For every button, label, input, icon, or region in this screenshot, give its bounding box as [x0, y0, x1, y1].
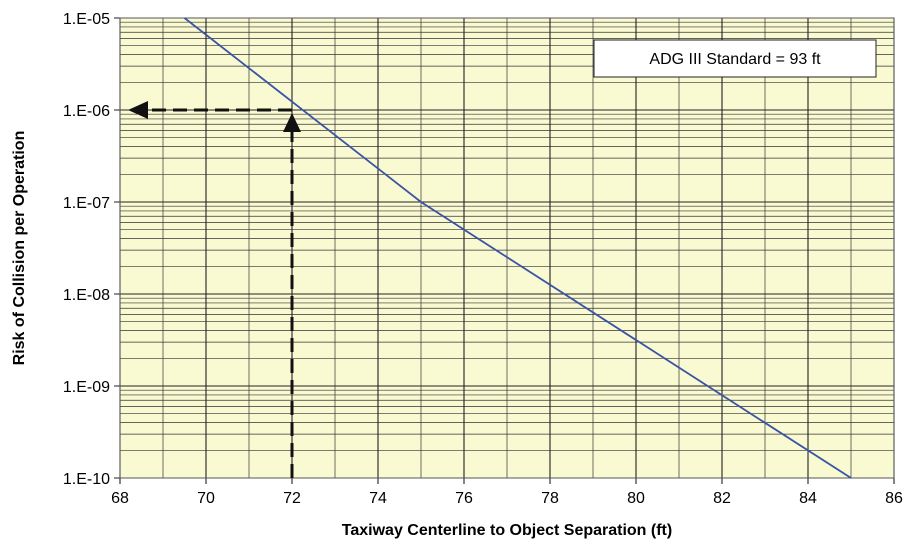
y-tick-label: 1.E-09 [63, 379, 110, 396]
annotation-box: ADG III Standard = 93 ft [593, 39, 877, 78]
x-tick-label: 86 [885, 490, 903, 507]
series-line [183, 17, 852, 479]
plot-frame [119, 17, 895, 479]
x-tick-label: 84 [799, 490, 817, 507]
y-tick-label: 1.E-10 [63, 471, 110, 488]
left-arrowhead [128, 101, 148, 119]
annotation-text: ADG III Standard = 93 ft [649, 51, 821, 68]
y-tick-label: 1.E-07 [63, 195, 110, 212]
x-tick-label: 76 [455, 490, 473, 507]
series-layer [183, 17, 852, 479]
reference-lines [128, 101, 301, 478]
y-tick-label: 1.E-05 [63, 11, 110, 28]
y-tick-label: 1.E-06 [63, 103, 110, 120]
x-tick-label: 82 [713, 490, 731, 507]
x-tick-label: 68 [111, 490, 129, 507]
y-axis-ticks: 1.E-10 1.E-09 1.E-08 1.E-07 1.E-06 1.E-05 [63, 11, 110, 488]
y-tick-label: 1.E-08 [63, 287, 110, 304]
y-axis-title: Risk of Collision per Operation [11, 131, 28, 366]
x-axis-title: Taxiway Centerline to Object Separation … [342, 522, 672, 539]
x-tick-label: 74 [369, 490, 387, 507]
up-arrowhead [283, 113, 301, 132]
x-tick-label: 70 [197, 490, 215, 507]
x-tick-label: 72 [283, 490, 301, 507]
x-axis-ticks: 68 70 72 74 76 78 80 82 84 86 [111, 490, 903, 507]
x-tick-label: 80 [627, 490, 645, 507]
x-tick-label: 78 [541, 490, 559, 507]
annotation-frame [593, 39, 877, 78]
